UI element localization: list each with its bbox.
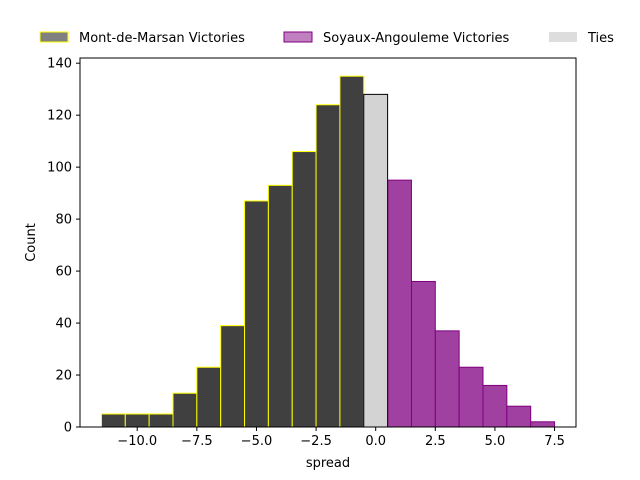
bar-mont-de-marsan-3 xyxy=(172,392,198,428)
bar-mont-de-marsan-10 xyxy=(339,75,365,428)
y-tick-label: 60 xyxy=(55,265,72,280)
bar-soyaux-angouleme-6 xyxy=(530,421,556,428)
x-tick-label: 2.5 xyxy=(425,434,446,449)
x-tick-label: 7.5 xyxy=(544,434,565,449)
x-axis: −10.0 −7.5 −5.0 −2.5 0.0 2.5 5.0 7.5 xyxy=(117,427,565,449)
y-tick-label: 120 xyxy=(47,109,72,124)
y-tick-label: 20 xyxy=(55,369,72,384)
x-tick-label: −10.0 xyxy=(117,434,157,449)
x-tick-label: 5.0 xyxy=(485,434,506,449)
bar-soyaux-angouleme-5 xyxy=(506,405,532,428)
bar-mont-de-marsan-2 xyxy=(148,413,174,428)
bars-layer xyxy=(100,75,556,428)
x-axis-label: spread xyxy=(306,456,350,471)
legend-swatch xyxy=(549,32,577,42)
bar-mont-de-marsan-1 xyxy=(124,413,150,428)
y-tick-label: 100 xyxy=(47,161,72,176)
y-tick-label: 40 xyxy=(55,317,72,332)
legend-swatch xyxy=(39,31,69,43)
bar-mont-de-marsan-4 xyxy=(196,366,222,428)
y-tick-label: 140 xyxy=(47,57,72,72)
bar-mont-de-marsan-8 xyxy=(291,151,317,428)
legend: Mont-de-Marsan Victories Soyaux-Angouleme… xyxy=(39,31,614,46)
bar-mont-de-marsan-9 xyxy=(315,104,341,428)
y-tick-label: 80 xyxy=(55,213,72,228)
x-tick-label: −2.5 xyxy=(300,434,332,449)
bar-soyaux-angouleme-1 xyxy=(410,280,436,428)
legend-label: Ties xyxy=(587,31,614,46)
legend-swatch xyxy=(283,31,313,43)
bar-mont-de-marsan-6 xyxy=(244,200,269,428)
x-tick-label: −5.0 xyxy=(241,434,273,449)
legend-label: Mont-de-Marsan Victories xyxy=(79,31,245,46)
bar-mont-de-marsan-5 xyxy=(220,325,246,428)
y-axis-label: Count xyxy=(24,223,39,262)
bar-soyaux-angouleme-2 xyxy=(434,330,460,428)
bar-mont-de-marsan-7 xyxy=(267,184,293,428)
x-tick-label: −7.5 xyxy=(181,434,213,449)
bar-soyaux-angouleme-3 xyxy=(458,366,484,428)
bar-soyaux-angouleme-4 xyxy=(482,384,508,428)
bar-soyaux-angouleme-0 xyxy=(387,179,412,428)
y-tick-label: 0 xyxy=(64,421,72,436)
y-axis: 0 20 40 60 80 100 120 140 xyxy=(47,57,80,436)
plot-frame xyxy=(79,57,577,428)
legend-label: Soyaux-Angouleme Victories xyxy=(323,31,510,46)
bar-ties-0 xyxy=(363,93,389,428)
bar-mont-de-marsan-0 xyxy=(100,413,126,428)
x-tick-label: 0.0 xyxy=(365,434,386,449)
